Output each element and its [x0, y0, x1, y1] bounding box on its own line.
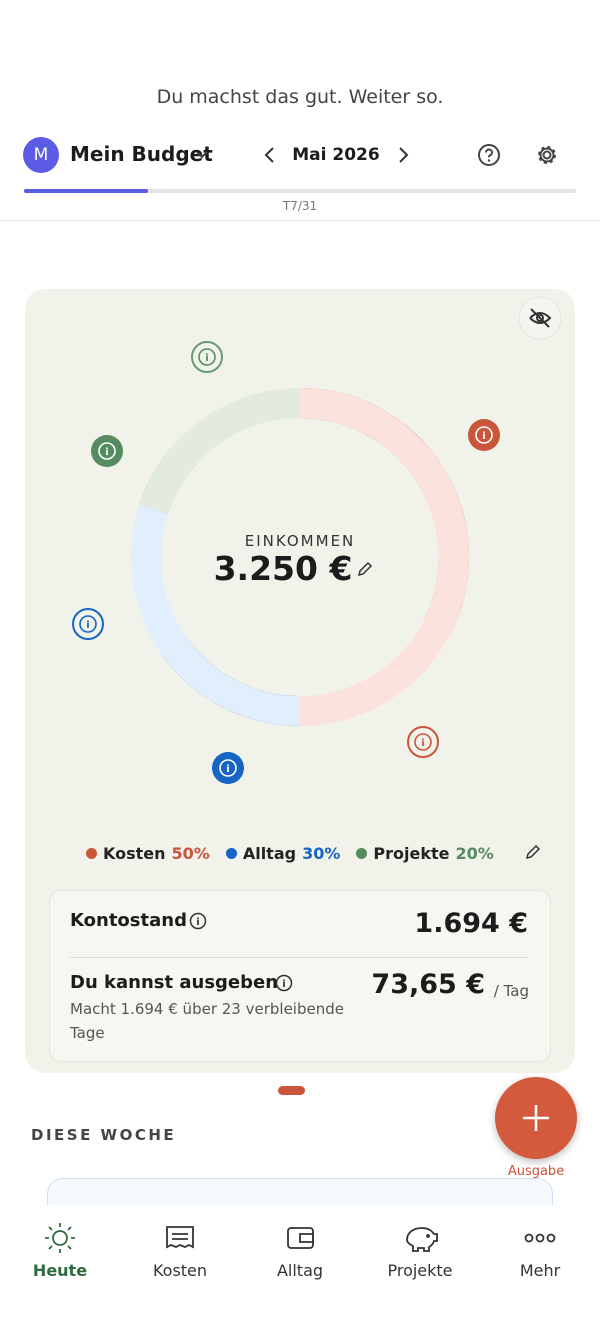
- balance-label: Kontostand: [70, 910, 187, 931]
- legend-name: Projekte: [373, 843, 450, 863]
- svg-text:i: i: [105, 447, 108, 458]
- spend-info[interactable]: i: [275, 974, 293, 992]
- income-label: EINKOMMEN: [244, 532, 356, 550]
- nav-label[interactable]: Alltag: [276, 1261, 324, 1280]
- avatar[interactable]: M: [23, 137, 59, 173]
- header-divider: [0, 220, 600, 221]
- balance-info[interactable]: i: [189, 912, 207, 930]
- edit-income[interactable]: [356, 560, 374, 578]
- nav-label[interactable]: Mehr: [519, 1261, 561, 1280]
- nav-icons: [45, 1223, 556, 1253]
- nav-label[interactable]: Kosten: [152, 1261, 208, 1280]
- plus-icon: [523, 1105, 549, 1131]
- legend-item: Projekte 20%: [356, 842, 494, 864]
- legend-item: Alltag 30%: [225, 842, 341, 864]
- income-amount: 3.250 €: [213, 549, 353, 588]
- spend-note: Macht 1.694 € über 23 verbleibende Tage: [70, 1000, 344, 1042]
- svg-text:i: i: [196, 917, 199, 928]
- settings-icon[interactable]: [535, 143, 559, 167]
- legend-value: 30%: [302, 843, 341, 863]
- balance-amount: 1.694 €: [414, 908, 528, 939]
- balance-box: [49, 890, 551, 1062]
- day-progress: T7/31: [282, 199, 318, 213]
- svg-text:i: i: [86, 620, 89, 631]
- edit-split[interactable]: [524, 843, 542, 861]
- help-icon[interactable]: [477, 143, 501, 167]
- svg-text:i: i: [205, 353, 208, 364]
- section-title: DIESE WOCHE: [31, 1126, 177, 1144]
- month-progress-fill: [24, 189, 148, 193]
- month-progress-track: [24, 189, 576, 193]
- segment-budget: [139, 388, 301, 515]
- legend: Kosten 50% Alltag 30% Projekte 20%: [86, 842, 494, 864]
- pager-dot: [278, 1086, 305, 1095]
- legend-value: 20%: [455, 843, 494, 863]
- legend-dot: [356, 847, 368, 859]
- next-month[interactable]: [395, 146, 411, 164]
- svg-text:i: i: [421, 738, 424, 749]
- svg-text:i: i: [282, 979, 285, 990]
- legend-value: 50%: [171, 843, 210, 863]
- bottom-nav: [0, 1205, 600, 1333]
- legend-dot: [86, 847, 97, 859]
- dropdown-chevron[interactable]: [195, 148, 209, 162]
- nav-labels: Heute Kosten Alltag Projekte Mehr: [0, 1261, 600, 1283]
- fab-label: Ausgabe: [507, 1164, 565, 1179]
- legend-item: Kosten 50%: [86, 842, 210, 864]
- legend-name: Alltag: [242, 843, 297, 863]
- prev-month[interactable]: [262, 146, 278, 164]
- spend-unit: / Tag: [493, 982, 529, 1000]
- hide-amounts[interactable]: [518, 296, 562, 340]
- nav-label[interactable]: Heute: [32, 1261, 88, 1280]
- svg-text:i: i: [482, 431, 485, 442]
- svg-text:i: i: [226, 764, 229, 775]
- spend-amount: 73,65 €: [371, 969, 485, 1000]
- info-icons: i i i i i i: [72, 341, 500, 784]
- motivation: Du machst das gut. Weiter so.: [156, 86, 444, 108]
- month: Mai 2026: [292, 145, 380, 165]
- legend-name: Kosten: [103, 843, 166, 863]
- spend-label: Du kannst ausgeben: [70, 972, 279, 993]
- segment-budget: [131, 504, 301, 726]
- segment-budget: [299, 388, 469, 726]
- legend-dot: [225, 847, 237, 859]
- nav-label[interactable]: Projekte: [387, 1261, 453, 1280]
- budget-name[interactable]: Mein Budget: [70, 142, 213, 166]
- box-divider: [70, 957, 529, 958]
